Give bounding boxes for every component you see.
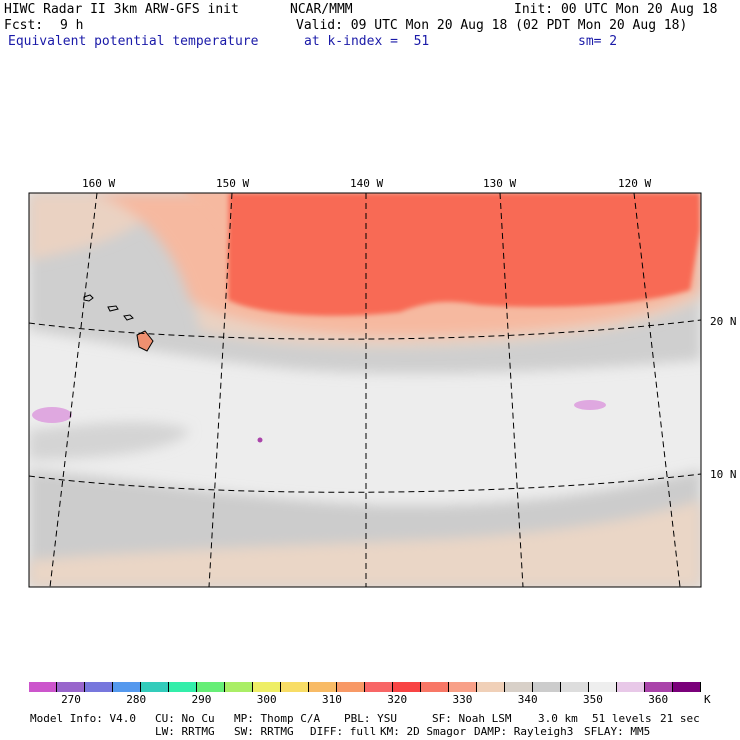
colorbar-unit: K [704,693,711,706]
surface-scheme: SF: Noah LSM [432,712,512,725]
colorbar-swatch [589,682,617,692]
lon-label-150w: 150 W [216,177,250,190]
model-title: HIWC Radar II 3km ARW-GFS init [4,2,239,17]
lon-label-160w: 160 W [82,177,116,190]
smoothing-value: sm= 2 [578,34,618,49]
lon-label-140w: 140 W [350,177,384,190]
pbl-scheme: PBL: YSU [344,712,397,725]
colorbar-swatch [225,682,253,692]
colorbar-tick-label: 320 [387,693,408,706]
hawaii-islands [83,294,154,352]
colorbar-swatch [365,682,393,692]
colorbar-swatch [393,682,421,692]
forecast-label: Fcst: [4,18,44,33]
level-index: at k-index = 51 [304,34,430,49]
colorbar-swatch [281,682,309,692]
colorbar-swatch [85,682,113,692]
colorbar-swatch [421,682,449,692]
colorbar-swatch [57,682,85,692]
colorbar-swatch [309,682,337,692]
microphysics-scheme: MP: Thomp C/A [234,712,321,725]
field-name: Equivalent potential temperature [8,34,259,49]
time-step: 21 sec [660,712,700,725]
colorbar-swatch [253,682,281,692]
colorbar-swatch [505,682,533,692]
lon-label-120w: 120 W [618,177,652,190]
colorbar-tick-label: 330 [452,693,473,706]
map-frame [28,192,702,588]
colorbar-swatch [113,682,141,692]
center-label: NCAR/MMM [290,2,353,17]
colorbar-swatch [197,682,225,692]
valid-time: Valid: 09 UTC Mon 20 Aug 18 (02 PDT Mon … [296,18,688,33]
shortwave-scheme: SW: RRTMG [234,725,294,738]
colorbar-swatch [617,682,645,692]
lat-label-20n: 20 N [710,315,737,328]
colorbar-tick-label: 280 [126,693,147,706]
surface-layer-option: SFLAY: MM5 [584,725,651,738]
colorbar-swatch [533,682,561,692]
field-hot-core [180,193,700,316]
model-info: Model Info: V4.0 [30,712,136,725]
cumulus-scheme: CU: No Cu [155,712,215,725]
colorbar-swatch [29,682,57,692]
diffusion-option: DIFF: full [310,725,377,738]
lon-label-130w: 130 W [483,177,517,190]
colorbar-tick-label: 270 [61,693,81,706]
colorbar-swatch [337,682,365,692]
colorbar-swatch [449,682,477,692]
colorbar-swatch [477,682,505,692]
eddy-option: KM: 2D Smagor [380,725,467,738]
colorbar-tick-label: 340 [517,693,538,706]
forecast-hour: 9 h [60,18,84,33]
colorbar-tick-label: 310 [322,693,342,706]
map-field [29,193,701,587]
colorbar-swatch [141,682,169,692]
colorbar-swatch [645,682,673,692]
field-south-warm [29,500,701,587]
colorbar-swatch [561,682,589,692]
longwave-scheme: LW: RRTMG [155,725,215,738]
colorbar-tick-label: 300 [256,693,277,706]
colorbar-swatch [673,682,701,692]
colorbar-tick-label: 360 [648,693,669,706]
grid-spacing: 3.0 km [538,712,578,725]
colorbar-swatch [169,682,197,692]
colorbar-tick-label: 350 [582,693,603,706]
vertical-levels: 51 levels [592,712,652,725]
init-time: Init: 00 UTC Mon 20 Aug 18 [514,2,718,17]
colorbar-tick-label: 290 [191,693,212,706]
lat-label-10n: 10 N [710,468,737,481]
high-theta-e-spots [32,400,606,443]
graticule [29,193,701,587]
damping-option: DAMP: Rayleigh3 [474,725,574,738]
